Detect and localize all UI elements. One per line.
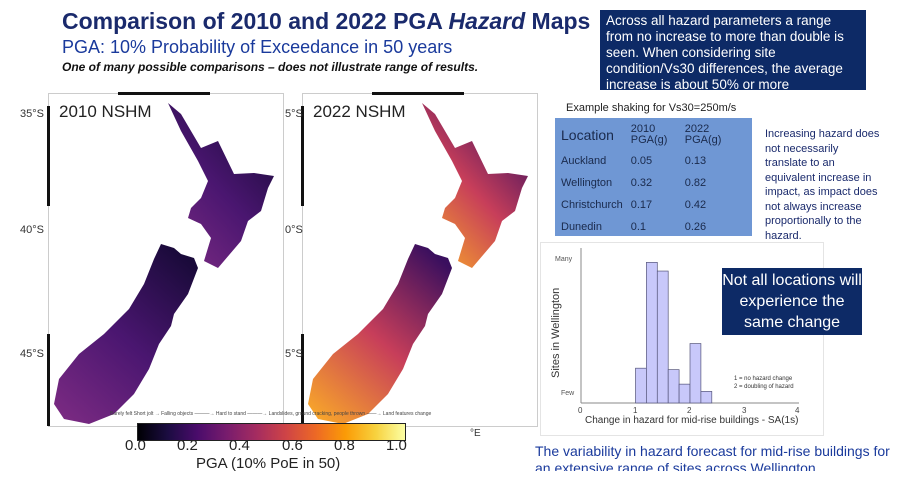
colorbar-tick: 0.2	[177, 437, 198, 454]
map-label: 2022 NSHM	[313, 102, 406, 121]
histogram-bar	[635, 367, 647, 404]
x-tick: 3	[742, 406, 747, 415]
histogram-bar	[646, 262, 658, 404]
page-title: Comparison of 2010 and 2022 PGA Hazard M…	[62, 8, 590, 35]
table-row: Auckland 0.05 0.13	[559, 150, 737, 172]
y-axis-label: Sites in Wellington	[550, 288, 562, 378]
legend-note: 2 = doubling of hazard	[734, 384, 794, 390]
lat-label: 0°S	[285, 224, 303, 236]
map-2010: 2010 NSHM	[47, 92, 284, 427]
colorbar-tick: 0.8	[334, 437, 355, 454]
column-header: 2010 PGA(g)	[630, 123, 668, 146]
column-header: Location	[561, 127, 614, 143]
cell: Dunedin	[561, 221, 602, 233]
cell: 0.13	[684, 155, 707, 167]
x-tick: 0	[578, 406, 583, 415]
colorbar-tick: 0.6	[282, 437, 303, 454]
histogram-panel: Many Few 0 1 2 3 4 Sites in Wellington 1…	[540, 242, 824, 436]
x-tick: 4	[795, 406, 800, 415]
north-island	[168, 103, 274, 268]
histogram-bar	[667, 369, 680, 404]
histogram: Many Few 0 1 2 3 4 Sites in Wellington 1…	[550, 248, 800, 415]
y-tick-few: Few	[561, 390, 575, 397]
lat-label: 5°S	[285, 348, 303, 360]
title-part: Maps	[525, 8, 591, 34]
cell: Christchurch	[561, 199, 623, 211]
colorbar-tick: 0.4	[229, 437, 250, 454]
north-island	[422, 103, 528, 268]
note: One of many possible comparisons – does …	[62, 60, 479, 74]
south-island	[308, 244, 452, 424]
lat-label: 5°S	[285, 108, 303, 120]
histogram-bar	[689, 343, 702, 404]
table-row: Dunedin 0.1 0.26	[559, 216, 737, 238]
nz-map-2022	[308, 103, 528, 424]
nz-map-2010	[54, 103, 274, 424]
colorbar-tick: 1.0	[386, 437, 407, 454]
histogram-bar	[700, 391, 713, 404]
callout-box: Not all locations will experience the sa…	[722, 268, 862, 335]
table-row: Wellington 0.32 0.82	[559, 172, 737, 194]
colorbar	[137, 423, 406, 441]
histogram-bar	[656, 270, 669, 404]
impact-note: Increasing hazard does not necessarily t…	[765, 128, 880, 242]
map-label: 2010 NSHM	[59, 102, 152, 121]
south-island	[54, 244, 198, 424]
column-header: 2022 PGA(g)	[684, 123, 722, 146]
lat-label: 35°S	[20, 108, 44, 120]
cell: Auckland	[561, 155, 607, 167]
table-heading: Example shaking for Vs30=250m/s	[566, 102, 737, 114]
title-italic: Hazard	[448, 8, 526, 34]
cell: 0.17	[630, 199, 653, 211]
shaking-descriptors: Barely felt Short jolt → Falling objects…	[110, 411, 432, 417]
subtitle: PGA: 10% Probability of Exceedance in 50…	[62, 37, 453, 57]
colorbar-tick: 0.0	[125, 437, 146, 454]
cell: 0.05	[630, 155, 653, 167]
title-part: Comparison of 2010 and 2022 PGA	[62, 8, 449, 34]
lat-label: 40°S	[20, 224, 44, 236]
table-header-row: Location 2010 PGA(g) 2022 PGA(g)	[559, 120, 737, 150]
x-axis-label: Change in hazard for mid-rise buildings …	[585, 415, 799, 426]
pga-table: Location 2010 PGA(g) 2022 PGA(g) Auckland 0…	[555, 118, 752, 236]
table-row: Christchurch 0.17 0.42	[559, 194, 737, 216]
legend-note: 1 = no hazard change	[734, 376, 793, 382]
cell: Wellington	[561, 177, 613, 189]
lat-label: 45°S	[20, 348, 44, 360]
cell: 0.26	[684, 221, 707, 233]
cell: 0.1	[630, 221, 647, 233]
summary-box: Across all hazard parameters a range fro…	[600, 10, 866, 92]
lon-label: °E	[470, 428, 481, 439]
cell: 0.32	[630, 177, 653, 189]
cell: 0.42	[684, 199, 707, 211]
colorbar-label: PGA (10% PoE in 50)	[196, 455, 341, 472]
x-tick: 1	[633, 406, 638, 415]
map-2022: 2022 NSHM	[301, 92, 538, 427]
cell: 0.82	[684, 177, 707, 189]
bottom-caption: The variability in hazard forecast for m…	[535, 443, 890, 471]
x-tick: 2	[687, 406, 692, 415]
y-tick-many: Many	[555, 256, 573, 263]
histogram-bar	[678, 383, 691, 404]
